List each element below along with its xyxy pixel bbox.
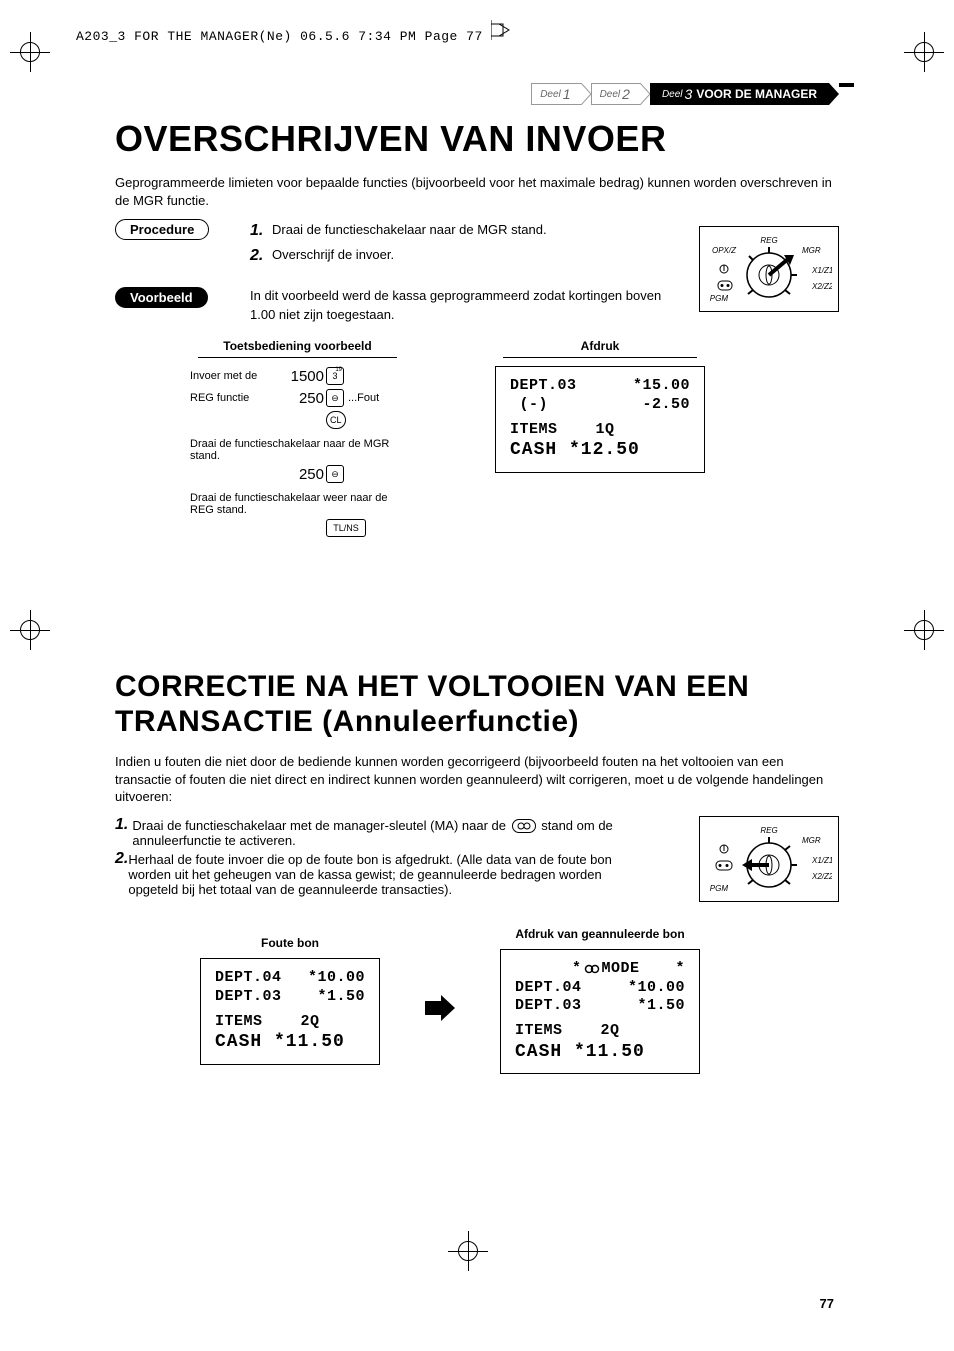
- slug-text: A203_3 FOR THE MANAGER(Ne) 06.5.6 7:34 P…: [76, 29, 483, 44]
- svg-text:REG: REG: [760, 826, 777, 835]
- svg-text:X2/Z2: X2/Z2: [811, 282, 832, 291]
- sec2-step-2: Herhaal de foute invoer die op de foute …: [128, 850, 645, 897]
- svg-text:PGM: PGM: [710, 294, 729, 303]
- svg-text:X1/Z1: X1/Z1: [811, 856, 832, 865]
- svg-text:MGR: MGR: [802, 246, 821, 255]
- caption-ann: Afdruk van geannuleerde bon: [500, 927, 700, 941]
- svg-text:X2/Z2: X2/Z2: [811, 872, 832, 881]
- svg-text:MGR: MGR: [802, 836, 821, 845]
- proc-step-2: Overschrijf de invoer.: [272, 244, 394, 267]
- void-mode-icon: [512, 819, 536, 833]
- key-cl: CL: [326, 411, 346, 429]
- heading-2: CORRECTIE NA HET VOLTOOIEN VAN EEN TRANS…: [115, 670, 839, 739]
- caption-foute: Foute bon: [200, 936, 380, 950]
- breadcrumb: Deel1 Deel2 Deel3 VOOR DE MANAGER: [531, 83, 839, 105]
- svg-text:X1/Z1: X1/Z1: [811, 266, 832, 275]
- svg-text:REG: REG: [760, 236, 777, 245]
- tab-deel1: Deel1: [531, 83, 580, 105]
- arrow-icon: [380, 973, 500, 1028]
- heading-1: OVERSCHRIJVEN VAN INVOER: [115, 118, 839, 160]
- pill-voorbeeld: Voorbeeld: [115, 287, 208, 308]
- tab-deel2: Deel2: [591, 83, 640, 105]
- key-note-2: Draai de functieschakelaar weer naar de …: [190, 492, 405, 516]
- key-example: Toetsbediening voorbeeld Invoer met de 1…: [190, 339, 405, 540]
- intro-1: Geprogrammeerde limieten voor bepaalde f…: [115, 174, 839, 209]
- page-number: 77: [820, 1296, 834, 1311]
- key-tlns: TL/NS: [326, 519, 366, 537]
- mode-dial-1: REG OPX/Z MGR X1/Z1 X2/Z2 PGM: [699, 226, 839, 312]
- slugline: A203_3 FOR THE MANAGER(Ne) 06.5.6 7:34 P…: [76, 20, 517, 44]
- intro-2: Indien u fouten die niet door de bediend…: [115, 753, 839, 806]
- svg-text:OPX/Z: OPX/Z: [712, 246, 737, 255]
- afdruk-head: Afdruk: [503, 339, 697, 358]
- key-minus-2: ⊖: [326, 465, 344, 483]
- tab-bar: [839, 83, 854, 87]
- key-note-1: Draai de functieschakelaar naar de MGR s…: [190, 438, 405, 462]
- key-example-head: Toetsbediening voorbeeld: [198, 339, 397, 358]
- svg-text:PGM: PGM: [710, 884, 729, 893]
- receipt-ann: * MODE * DEPT.04*10.00 DEPT.03*1.50 ITEM…: [500, 949, 700, 1075]
- key-dept3: 3 19: [326, 367, 344, 385]
- proc-step-1: Draai de functieschakelaar naar de MGR s…: [272, 219, 547, 242]
- sec2-step-1: Draai de functieschakelaar met de manage…: [132, 816, 645, 848]
- mode-dial-2: REG MGR X1/Z1 X2/Z2 PGM: [699, 816, 839, 902]
- receipt-foute: DEPT.04*10.00 DEPT.03*1.50 ITEMS 2Q CASH…: [200, 958, 380, 1065]
- pill-procedure: Procedure: [115, 219, 209, 240]
- receipt-1: DEPT.03*15.00 (-)-2.50 ITEMS 1Q CASH *12…: [495, 366, 705, 473]
- key-minus-1: ⊖: [326, 389, 344, 407]
- tab-deel3: Deel3 VOOR DE MANAGER: [650, 83, 829, 105]
- voorbeeld-text: In dit voorbeeld werd de kassa geprogram…: [250, 288, 661, 322]
